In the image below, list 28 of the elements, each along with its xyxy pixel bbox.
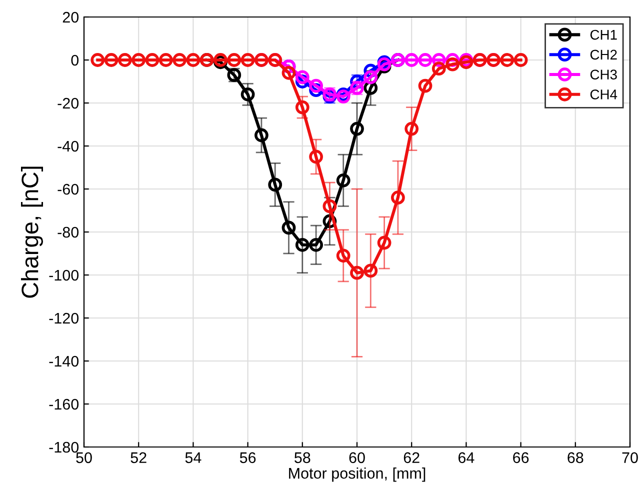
y-tick-label: -100 — [49, 270, 79, 281]
x-tick-label: 60 — [349, 452, 365, 464]
y-tick-label: -20 — [58, 98, 79, 109]
y-tick-label: 0 — [71, 54, 79, 66]
y-tick-label: -140 — [49, 356, 79, 367]
x-tick-label: 70 — [622, 452, 638, 464]
legend-label: CH4 — [590, 90, 618, 100]
y-tick-label: 20 — [62, 12, 79, 23]
y-tick-label: -40 — [58, 140, 79, 152]
y-tick-label: -80 — [58, 226, 79, 238]
x-tick-label: 62 — [404, 452, 420, 464]
x-tick-label: 56 — [240, 452, 256, 464]
y-tick-label: -180 — [49, 442, 79, 453]
x-tick-label: 54 — [185, 452, 202, 464]
x-tick-label: 68 — [568, 452, 584, 464]
y-axis-title: Charge, [nC] — [21, 166, 44, 298]
legend-label: CH1 — [590, 30, 617, 40]
x-tick-label: 52 — [130, 452, 146, 464]
x-tick-label: 50 — [76, 452, 92, 464]
legend-label: CH3 — [590, 70, 617, 80]
y-tick-label: -160 — [49, 398, 79, 410]
legend-label: CH2 — [590, 50, 617, 60]
y-tick-label: -60 — [58, 184, 79, 195]
x-tick-label: 58 — [294, 452, 310, 464]
x-tick-label: 64 — [458, 452, 474, 464]
y-tick-label: -120 — [49, 312, 79, 324]
x-axis-title: Motor position, [mm] — [289, 467, 426, 482]
x-tick-label: 66 — [513, 452, 529, 464]
